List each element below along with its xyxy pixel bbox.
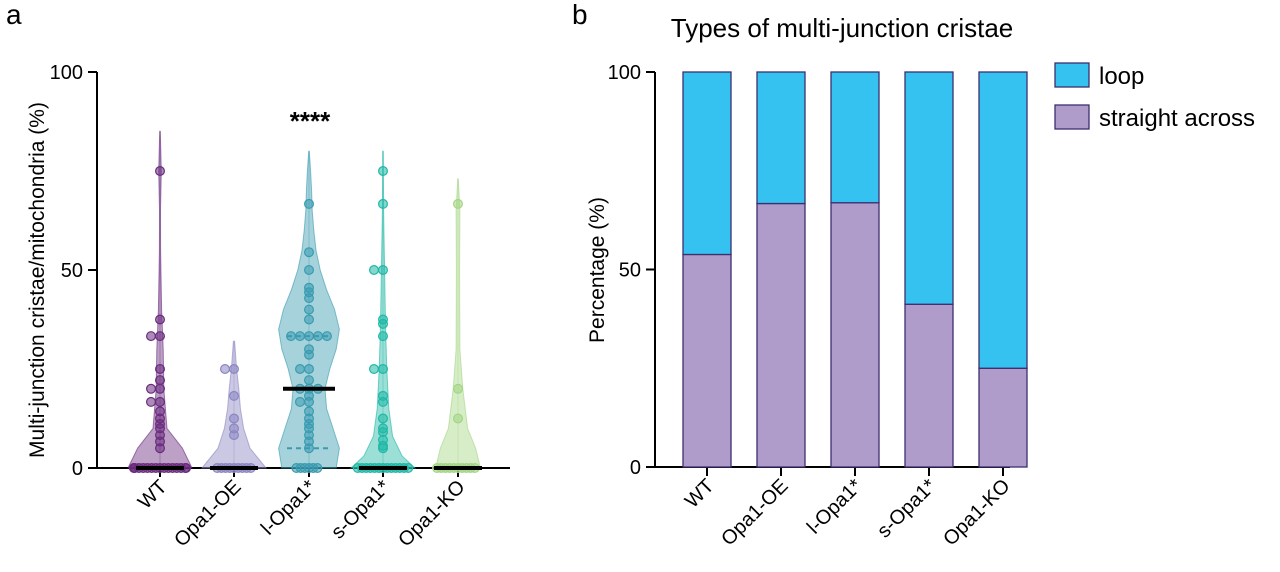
panel-b-stacked-bar-chart: b Types of multi-junction cristae 0 50 100…: [572, 0, 1255, 550]
panel-b-category-label: WT: [681, 475, 719, 513]
data-point-opa1-oe: [229, 390, 240, 401]
data-point-opa1-ko: [453, 383, 464, 394]
data-point-s-opa1: [378, 396, 389, 407]
data-point-l-opa1: [304, 396, 315, 407]
violin-opa1-ko: [434, 178, 482, 469]
bar-straight-across-l-opa1: [830, 202, 880, 468]
panel-b-category-label: Opa1-KO: [939, 475, 1014, 550]
data-point-l-opa1: [322, 331, 333, 342]
data-point-l-opa1: [304, 265, 315, 276]
data-point-l-opa1: [304, 198, 315, 209]
data-point-l-opa1: [304, 443, 315, 454]
data-point-l-opa1: [313, 331, 324, 342]
panel-a-y-tick-label: 100: [50, 62, 83, 84]
data-point-l-opa1: [304, 293, 315, 304]
panel-a-category-label: l-Opa1*: [257, 476, 321, 540]
panel-b-category-label: l-Opa1*: [803, 475, 867, 539]
data-point-s-opa1: [378, 198, 389, 209]
data-point-opa1-ko: [453, 198, 464, 209]
panel-b-y-tick-label: 50: [619, 260, 641, 282]
data-point-s-opa1: [378, 318, 389, 329]
violin-opa1-oe: [200, 340, 268, 469]
panel-b-title: Types of multi-junction cristae: [671, 13, 1013, 43]
panel-b-y-tick-label: 100: [608, 62, 641, 84]
legend-label-loop: loop: [1099, 63, 1144, 90]
data-point-wt: [155, 375, 166, 386]
data-point-wt: [155, 314, 166, 325]
data-point-l-opa1: [304, 375, 315, 386]
legend-swatch-loop: [1054, 62, 1090, 88]
data-point-l-opa1: [304, 304, 315, 315]
data-point-s-opa1: [378, 443, 389, 454]
data-point-wt: [146, 396, 157, 407]
data-point-l-opa1: [304, 314, 315, 325]
panel-b-letter: b: [572, 0, 588, 30]
data-point-wt: [146, 383, 157, 394]
data-point-wt: [155, 364, 166, 375]
bar-loop-wt: [682, 71, 732, 256]
bar-straight-across-wt: [682, 253, 732, 468]
data-point-opa1-oe: [229, 364, 240, 375]
data-point-wt: [155, 331, 166, 342]
data-point-wt: [155, 166, 166, 177]
panel-a-y-tick-label: 50: [61, 260, 83, 282]
data-point-s-opa1: [378, 413, 389, 424]
data-point-s-opa1: [378, 331, 389, 342]
panel-b-category-label: s-Opa1*: [873, 475, 941, 543]
panel-a-category-label: s-Opa1*: [327, 476, 395, 544]
data-point-l-opa1: [286, 331, 297, 342]
data-point-s-opa1: [369, 265, 380, 276]
data-point-s-opa1: [378, 166, 389, 177]
panel-a-y-axis-title: Multi-junction cristae/mitochondria (%): [26, 102, 49, 458]
data-point-l-opa1: [291, 463, 302, 474]
data-point-wt: [155, 383, 166, 394]
data-point-l-opa1: [295, 364, 306, 375]
violin-s-opa1: [349, 150, 417, 469]
panel-a-category-label: Opa1-OE: [170, 476, 245, 551]
data-point-l-opa1: [295, 331, 306, 342]
bar-loop-l-opa1: [830, 71, 880, 204]
data-point-wt: [155, 396, 166, 407]
violin-wt: [127, 130, 193, 469]
significance-marker: ****: [290, 106, 331, 136]
panel-a-y-tick-label: 0: [72, 458, 83, 480]
legend-label-straight-across: straight across: [1099, 105, 1255, 132]
bar-loop-opa1-oe: [756, 71, 806, 205]
bar-loop-s-opa1: [904, 71, 954, 305]
data-point-opa1-oe: [220, 364, 231, 375]
data-point-l-opa1: [304, 331, 315, 342]
panel-b-y-axis-title: Percentage (%): [586, 197, 609, 343]
data-point-l-opa1: [295, 396, 306, 407]
panel-b-category-label: Opa1-OE: [717, 475, 792, 550]
data-point-l-opa1: [312, 463, 323, 474]
data-point-opa1-oe: [229, 430, 240, 441]
data-point-wt: [146, 331, 157, 342]
data-point-s-opa1: [378, 265, 389, 276]
data-point-opa1-ko: [453, 413, 464, 424]
legend-swatch-straight-across: [1054, 104, 1090, 130]
data-point-s-opa1: [369, 364, 380, 375]
data-point-l-opa1: [304, 349, 315, 360]
bar-straight-across-opa1-oe: [756, 202, 806, 468]
data-point-opa1-oe: [229, 413, 240, 424]
panel-a-letter: a: [6, 0, 22, 30]
data-point-l-opa1: [304, 364, 315, 375]
bar-loop-opa1-ko: [978, 71, 1028, 369]
data-point-wt: [155, 443, 166, 454]
bar-straight-across-opa1-ko: [978, 367, 1028, 468]
panel-b-y-tick-label: 0: [630, 457, 641, 479]
data-point-s-opa1: [378, 364, 389, 375]
data-point-l-opa1: [304, 247, 315, 258]
panel-a-category-label: Opa1-KO: [394, 476, 469, 551]
bar-straight-across-s-opa1: [904, 303, 954, 468]
panel-a-category-label: WT: [134, 476, 172, 514]
